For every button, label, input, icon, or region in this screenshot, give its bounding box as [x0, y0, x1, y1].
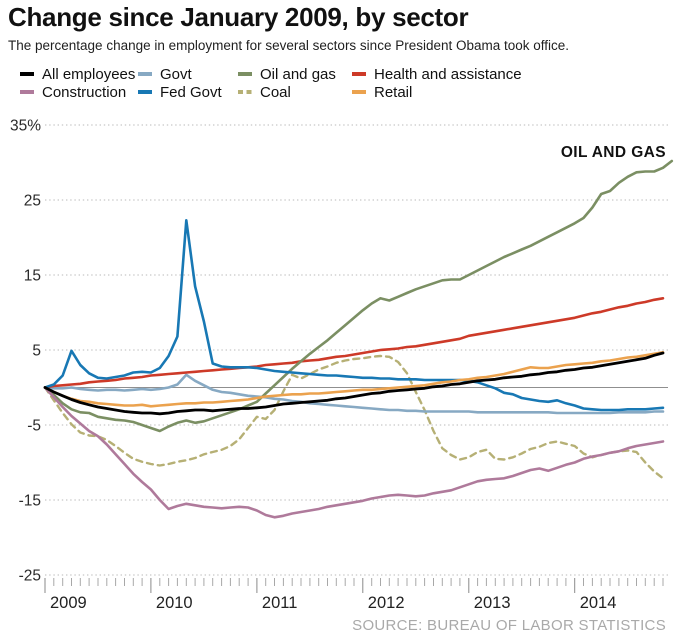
y-axis-label: 5	[32, 343, 41, 360]
legend-label: Coal	[260, 84, 291, 101]
series-line-govt	[43, 373, 665, 415]
y-axis-label: -5	[27, 418, 41, 435]
series-line-retail	[43, 350, 665, 408]
legend-item-fed-govt: Fed Govt	[138, 84, 222, 101]
series-line-health-and-assistance	[43, 296, 665, 389]
legend-swatch-construction	[20, 90, 34, 94]
legend-label: Construction	[42, 84, 127, 101]
x-year-label: 2013	[474, 594, 511, 612]
x-year-label: 2012	[368, 594, 405, 612]
series-line-fed-govt	[43, 219, 665, 412]
x-year-label: 2014	[580, 594, 617, 612]
legend-item-coal: Coal	[238, 84, 291, 101]
y-axis-label: 25	[24, 193, 41, 210]
legend-item-health-and-assistance: Health and assistance	[352, 66, 522, 83]
series-line-construction	[43, 386, 665, 519]
legend-swatch-coal	[238, 90, 252, 94]
y-axis-label: 35%	[10, 118, 41, 135]
legend-label: All employees	[42, 66, 136, 83]
legend-swatch-oil-and-gas	[238, 72, 252, 76]
legend-item-retail: Retail	[352, 84, 412, 101]
page-title: Change since January 2009, by sector	[8, 2, 469, 32]
legend-label: Govt	[160, 66, 192, 83]
series-line-oil-and-gas	[43, 159, 674, 433]
legend-label: Retail	[374, 84, 413, 101]
series-line-all-employees	[43, 351, 665, 416]
legend-item-all-employees: All employees	[20, 66, 135, 83]
chart-subtitle: The percentage change in employment for …	[8, 38, 570, 53]
x-year-label: 2009	[50, 594, 87, 612]
oil-and-gas-annotation: OIL AND GAS	[561, 144, 666, 161]
legend-swatch-retail	[352, 90, 366, 94]
legend-item-oil-and-gas: Oil and gas	[238, 66, 336, 83]
legend-label: Fed Govt	[160, 84, 222, 101]
legend-label: Health and assistance	[374, 66, 522, 83]
x-year-label: 2010	[156, 594, 193, 612]
legend-label: Oil and gas	[260, 66, 336, 83]
legend-swatch-all-employees	[20, 72, 34, 76]
source-text: SOURCE: BUREAU OF LABOR STATISTICS	[352, 617, 666, 634]
y-axis-label: 15	[24, 268, 41, 285]
y-axis-label: -25	[19, 568, 41, 585]
x-year-label: 2011	[262, 594, 297, 612]
legend-swatch-fed-govt	[138, 90, 152, 94]
legend-swatch-govt	[138, 72, 152, 76]
series-line-coal	[43, 354, 665, 480]
legend-item-construction: Construction	[20, 84, 126, 101]
legend-swatch-health-and-assistance	[352, 72, 366, 76]
legend-item-govt: Govt	[138, 66, 192, 83]
y-axis-label: -15	[19, 493, 41, 510]
